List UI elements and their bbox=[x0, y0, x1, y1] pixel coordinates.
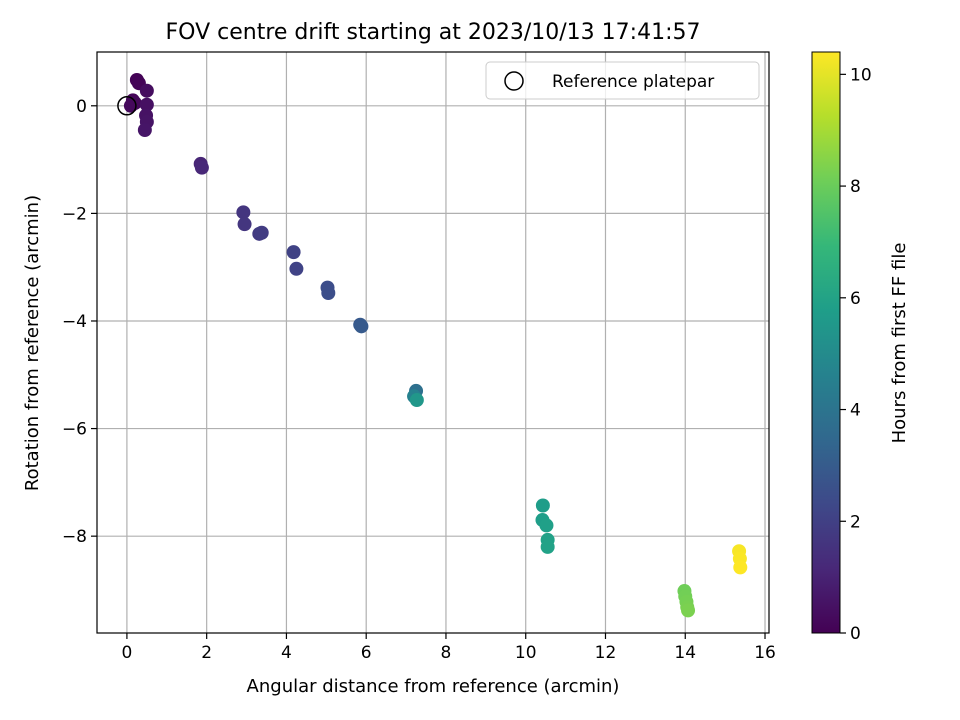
data-point bbox=[409, 393, 424, 408]
data-point bbox=[681, 603, 696, 618]
grid-lines bbox=[97, 52, 769, 633]
data-point bbox=[354, 319, 369, 334]
data-point bbox=[237, 217, 252, 232]
x-tick-label: 4 bbox=[281, 643, 292, 663]
y-tick-label: 0 bbox=[76, 97, 87, 117]
x-tick-label: 16 bbox=[754, 643, 776, 663]
y-tick-label: −2 bbox=[62, 204, 87, 224]
plot-frame bbox=[96, 51, 770, 634]
x-tick-label: 14 bbox=[674, 643, 696, 663]
legend-marker-reference bbox=[504, 71, 524, 91]
data-point bbox=[733, 560, 748, 575]
data-point bbox=[321, 286, 336, 301]
x-tick-label: 10 bbox=[515, 643, 537, 663]
x-tick-label: 12 bbox=[595, 643, 617, 663]
y-axis-label: Rotation from reference (arcmin) bbox=[22, 195, 43, 491]
legend-label-reference: Reference platepar bbox=[552, 72, 714, 92]
data-point bbox=[139, 97, 154, 112]
data-point bbox=[286, 245, 301, 260]
colorbar-tick-label: 2 bbox=[850, 512, 861, 532]
data-point bbox=[254, 225, 269, 240]
legend-box bbox=[485, 61, 760, 100]
colorbar-gradient bbox=[811, 51, 841, 634]
colorbar-tick-label: 8 bbox=[850, 177, 861, 197]
y-tick-label: −8 bbox=[62, 527, 87, 547]
colorbar-tick-label: 6 bbox=[850, 289, 861, 309]
data-point bbox=[194, 160, 209, 175]
colorbar: 0 2 4 6 8 10 Hours from first FF file bbox=[811, 51, 910, 644]
data-points bbox=[123, 72, 748, 618]
colorbar-tick-label: 10 bbox=[850, 65, 872, 85]
x-tick-label: 6 bbox=[361, 643, 372, 663]
data-point bbox=[539, 518, 554, 533]
x-axis-label: Angular distance from reference (arcmin) bbox=[247, 676, 620, 697]
x-tick-label: 2 bbox=[201, 643, 212, 663]
y-tick-label: −6 bbox=[62, 420, 87, 440]
reference-platepar-marker bbox=[117, 96, 137, 116]
colorbar-tick-label: 4 bbox=[850, 401, 861, 421]
colorbar-tick-label: 0 bbox=[850, 624, 861, 644]
legend: Reference platepar bbox=[485, 61, 760, 100]
data-point bbox=[236, 205, 251, 220]
colorbar-label: Hours from first FF file bbox=[889, 243, 910, 444]
x-tick-label: 0 bbox=[121, 643, 132, 663]
data-point bbox=[540, 539, 555, 554]
y-axis-ticks: 0 −2 −4 −6 −8 bbox=[62, 97, 97, 547]
x-axis-ticks: 0 2 4 6 8 10 12 14 16 bbox=[121, 633, 776, 663]
colorbar-ticks: 0 2 4 6 8 10 bbox=[840, 65, 872, 644]
data-point bbox=[137, 123, 152, 138]
data-point bbox=[289, 261, 304, 276]
data-point bbox=[535, 498, 550, 513]
chart-title: FOV centre drift starting at 2023/10/13 … bbox=[166, 20, 701, 45]
data-point bbox=[139, 83, 154, 98]
y-tick-label: −4 bbox=[62, 312, 87, 332]
data-point bbox=[123, 98, 138, 113]
x-tick-label: 8 bbox=[441, 643, 452, 663]
